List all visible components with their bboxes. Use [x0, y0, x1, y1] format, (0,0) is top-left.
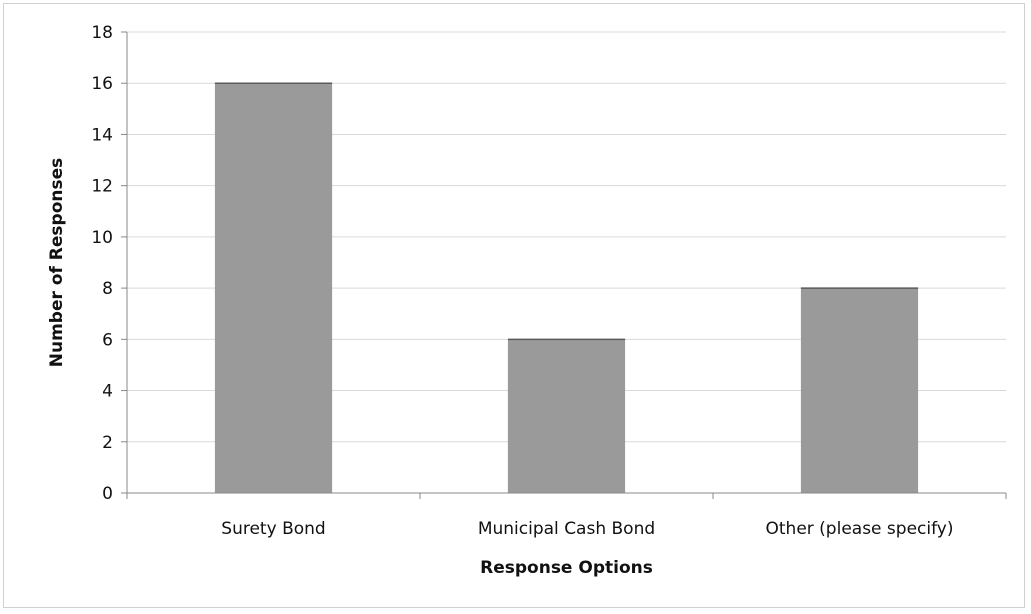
- x-category-label: Surety Bond: [221, 519, 325, 539]
- bar: [214, 83, 333, 493]
- x-category-label: Municipal Cash Bond: [478, 519, 655, 539]
- x-category-label: Other (please specify): [766, 519, 954, 539]
- y-tick-label: 2: [102, 433, 113, 453]
- axes: [126, 32, 1007, 499]
- y-tick-label: 12: [91, 177, 113, 197]
- y-tick-label: 8: [102, 279, 113, 299]
- y-tick-label: 0: [102, 484, 113, 504]
- bars: [214, 82, 919, 493]
- y-tick-label: 16: [91, 74, 113, 94]
- y-tick-label: 14: [91, 125, 113, 145]
- y-tick-label: 4: [102, 382, 113, 402]
- y-tick-labels: 0 2 4 6 8 10 12 14 16 18: [91, 23, 113, 504]
- bar: [800, 288, 919, 493]
- y-tick-label: 18: [91, 23, 113, 43]
- y-tick-label: 6: [102, 330, 113, 350]
- x-axis-title: Response Options: [480, 558, 653, 578]
- bar: [507, 339, 626, 493]
- y-tick-label: 10: [91, 228, 113, 248]
- x-category-labels: Surety Bond Municipal Cash Bond Other (ple…: [221, 519, 953, 539]
- chart-frame: [3, 3, 1025, 608]
- y-axis-title: Number of Responses: [47, 158, 67, 368]
